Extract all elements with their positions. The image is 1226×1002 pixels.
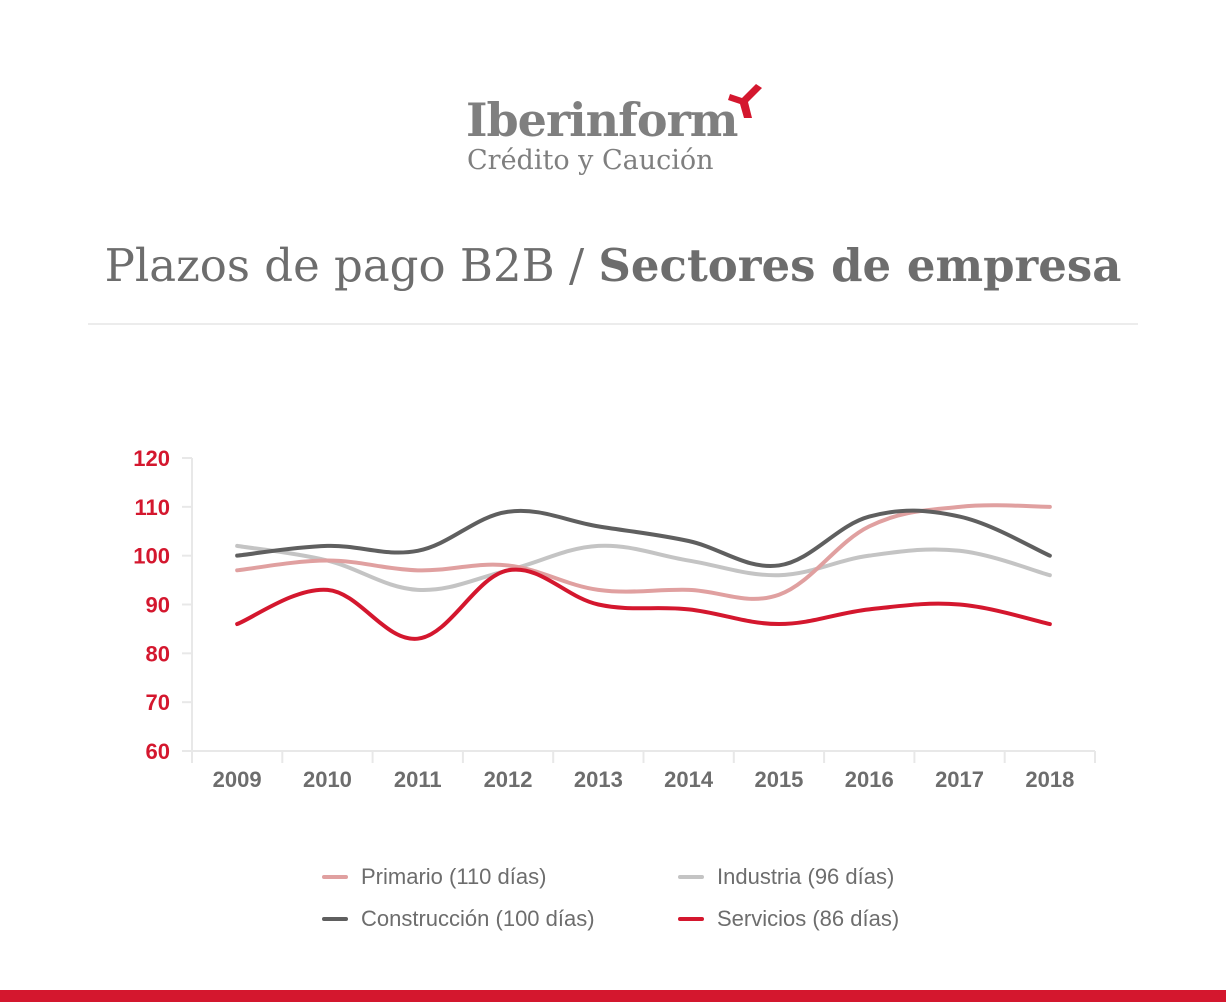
x-axis-tick-labels: 2009 2010 2011 2012 2013 2014 2015 2016 2017 2018 [213, 767, 1075, 792]
legend-item-construccion: Construcción (100 días) [322, 902, 595, 936]
legend-swatch-industria [678, 875, 704, 879]
legend-item-primario: Primario (110 días) [322, 860, 546, 894]
series-line-2 [235, 508, 1052, 569]
title-divider [88, 323, 1138, 325]
x-tick-label: 2010 [303, 767, 352, 792]
chart-series-lines [235, 503, 1052, 641]
logo-mark-icon [728, 84, 762, 118]
legend-label-primario: Primario (110 días) [361, 864, 547, 889]
chart-axes [182, 457, 1096, 763]
legend-item-industria: Industria (96 días) [678, 860, 894, 894]
y-tick-label: 60 [146, 739, 170, 764]
legend-label-industria: Industria (96 días) [717, 864, 895, 889]
page-title-bold: Sectores de empresa [598, 239, 1122, 292]
page-title-regular: Plazos de pago B2B / [104, 239, 599, 292]
x-tick-label: 2015 [754, 767, 803, 792]
y-tick-label: 80 [146, 641, 170, 666]
y-tick-label: 110 [135, 495, 171, 520]
logo-brand: Iberinform [466, 93, 738, 147]
series-line-3 [235, 567, 1052, 641]
legend-label-construccion: Construcción (100 días) [361, 906, 595, 931]
x-tick-label: 2013 [574, 767, 623, 792]
page-title: Plazos de pago B2B / Sectores de empresa [0, 236, 1226, 296]
logo-subtitle: Crédito y Caución [467, 145, 714, 176]
legend-label-servicios: Servicios (86 días) [717, 906, 900, 931]
x-tick-label: 2017 [935, 767, 984, 792]
x-tick-label: 2014 [664, 767, 714, 792]
x-tick-label: 2009 [213, 767, 262, 792]
legend-item-servicios: Servicios (86 días) [678, 902, 899, 936]
x-tick-label: 2016 [845, 767, 894, 792]
y-tick-label: 120 [133, 446, 170, 471]
logo: Iberinform Crédito y Caución [466, 84, 766, 184]
legend-swatch-primario [322, 875, 348, 879]
y-tick-label: 90 [146, 593, 170, 618]
chart-legend: Primario (110 días) Industria (96 días) … [322, 860, 942, 940]
y-tick-label: 70 [146, 690, 170, 715]
x-tick-label: 2011 [394, 767, 442, 792]
legend-swatch-construccion [322, 917, 348, 921]
x-tick-label: 2012 [484, 767, 533, 792]
footer-bar [0, 990, 1226, 1002]
legend-swatch-servicios [678, 917, 704, 921]
y-tick-label: 100 [133, 544, 170, 569]
y-axis-tick-labels: 60 70 80 90 100 110 120 [133, 446, 170, 764]
series-line-1 [235, 543, 1052, 592]
x-tick-label: 2018 [1025, 767, 1074, 792]
